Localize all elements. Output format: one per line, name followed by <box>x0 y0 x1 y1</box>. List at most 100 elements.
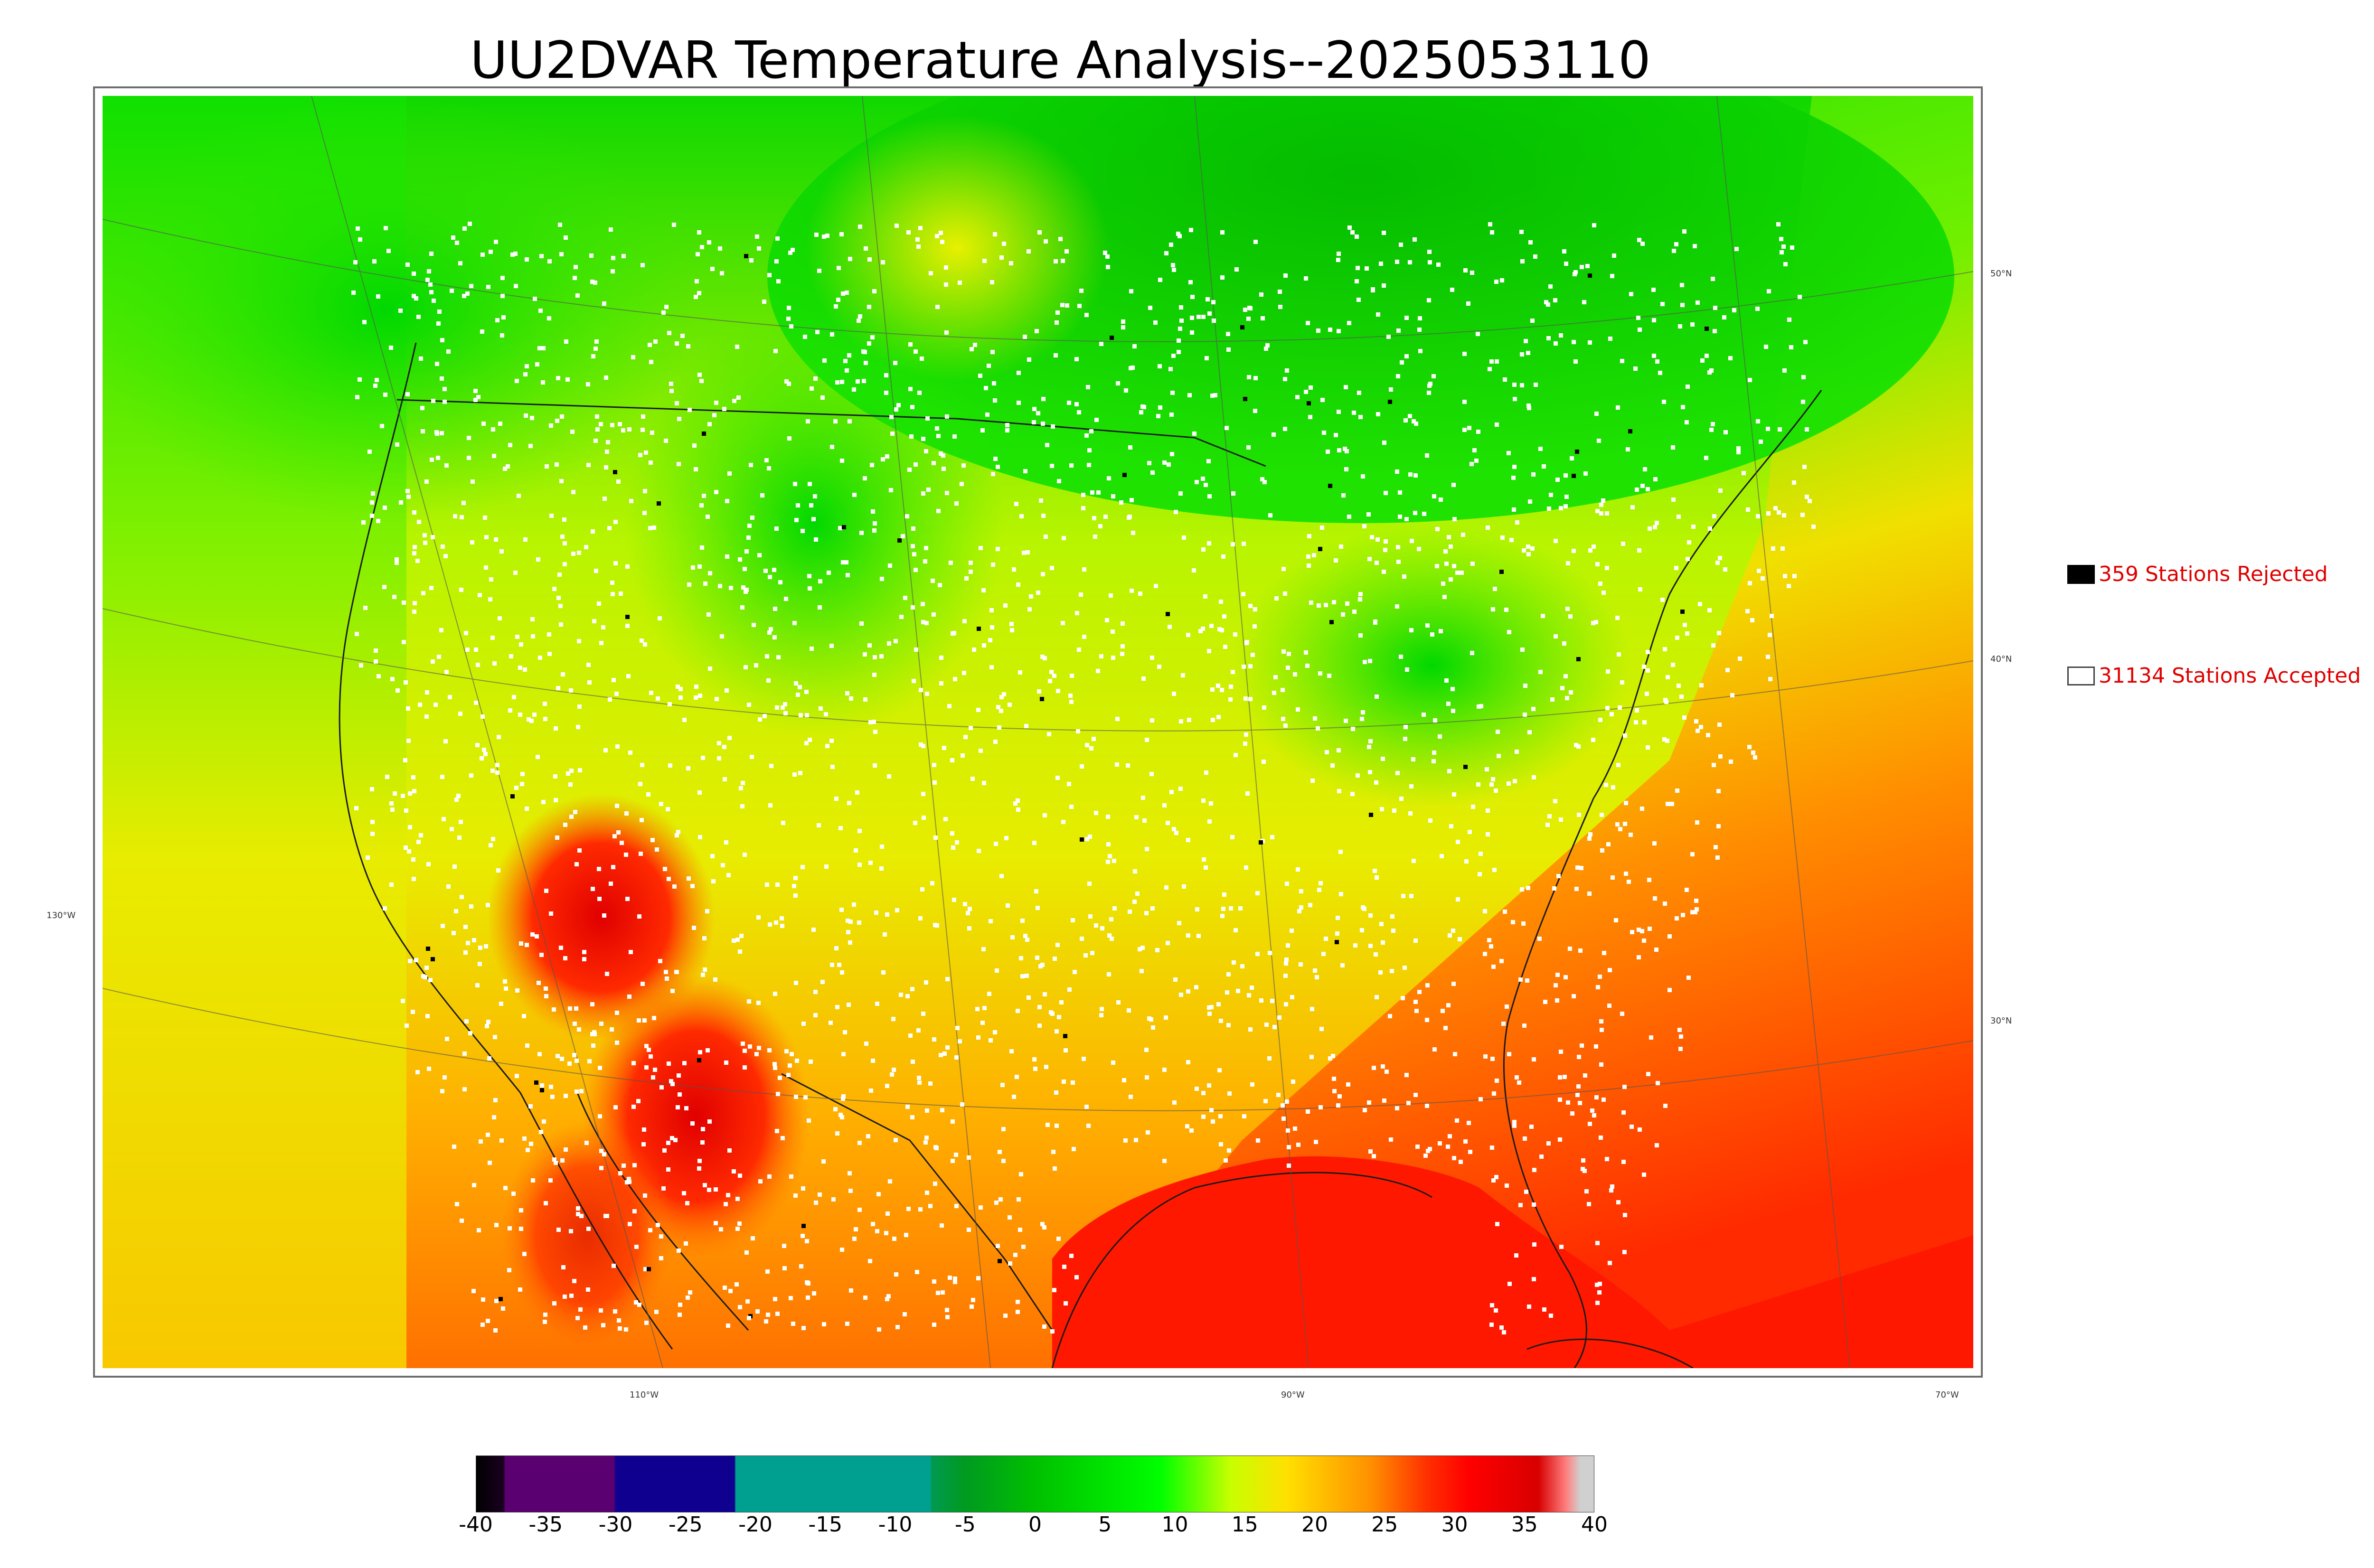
station-marker <box>789 1174 793 1179</box>
station-marker <box>1452 517 1457 521</box>
station-marker <box>1600 1028 1604 1032</box>
station-marker <box>1351 727 1355 731</box>
station-marker <box>479 1139 483 1144</box>
station-marker <box>951 1119 955 1124</box>
station-marker <box>1207 819 1212 824</box>
station-marker <box>909 434 914 439</box>
station-marker <box>486 1319 490 1323</box>
station-marker <box>1204 865 1208 870</box>
station-marker <box>1242 542 1246 546</box>
station-marker <box>1693 244 1697 248</box>
station-marker <box>1601 498 1605 503</box>
station-marker <box>1800 513 1805 517</box>
station-marker <box>818 1192 822 1197</box>
station-marker <box>1100 926 1104 930</box>
station-marker <box>921 1012 925 1016</box>
station-marker <box>565 377 570 382</box>
station-marker <box>1672 249 1676 253</box>
station-marker <box>708 571 712 575</box>
station-marker <box>452 1145 456 1149</box>
station-marker <box>620 841 624 845</box>
station-marker <box>1064 1301 1068 1305</box>
station-marker <box>1708 526 1712 531</box>
station-marker <box>1075 611 1079 615</box>
station-marker <box>924 980 928 985</box>
station-marker <box>1267 1056 1272 1061</box>
station-marker <box>1089 746 1093 751</box>
station-marker <box>995 968 999 973</box>
station-marker <box>710 267 715 271</box>
colorbar-tick: -15 <box>808 1512 843 1537</box>
station-marker <box>1345 601 1349 606</box>
station-marker <box>1515 750 1519 754</box>
station-marker <box>544 1201 548 1205</box>
station-marker <box>641 414 645 419</box>
station-marker <box>976 708 980 712</box>
station-marker <box>940 1108 944 1112</box>
station-marker <box>884 1231 888 1235</box>
station-marker <box>757 1046 761 1050</box>
station-marker <box>1074 402 1079 406</box>
station-marker <box>1696 300 1700 305</box>
station-marker <box>1441 1009 1445 1013</box>
station-marker <box>1611 785 1615 789</box>
station-marker <box>486 1020 490 1024</box>
station-marker <box>824 864 829 869</box>
station-marker <box>1293 672 1297 676</box>
station-marker <box>885 1084 889 1088</box>
station-marker <box>1581 1158 1585 1163</box>
station-marker <box>1491 965 1496 969</box>
station-marker <box>389 883 394 887</box>
station-marker <box>1704 456 1708 460</box>
station-marker <box>1455 571 1460 575</box>
station-marker <box>980 1021 985 1025</box>
station-marker <box>1690 910 1695 914</box>
station-marker <box>1514 1253 1518 1258</box>
station-marker <box>1327 674 1331 678</box>
station-marker <box>905 994 910 998</box>
station-marker <box>1115 717 1120 721</box>
station-marker <box>1145 1075 1149 1080</box>
station-marker <box>1572 340 1576 344</box>
station-marker <box>1523 713 1527 717</box>
station-marker <box>513 252 518 256</box>
station-marker <box>699 379 704 383</box>
lat-label-40n: 40°N <box>1990 654 2012 664</box>
station-marker <box>1805 495 1809 499</box>
station-marker <box>1318 547 1322 551</box>
temperature-map[interactable] <box>103 96 1973 1368</box>
station-marker <box>1316 329 1320 333</box>
station-marker <box>552 1301 556 1305</box>
station-marker <box>1638 328 1642 332</box>
station-marker <box>751 1236 755 1240</box>
station-marker <box>1648 526 1652 531</box>
station-marker <box>1652 354 1656 358</box>
station-marker <box>1413 1000 1418 1004</box>
station-marker <box>520 782 524 786</box>
station-marker <box>1375 561 1379 565</box>
station-marker <box>764 1319 768 1324</box>
station-marker <box>780 924 784 928</box>
station-marker <box>1057 1015 1061 1019</box>
station-marker <box>945 414 949 419</box>
station-marker <box>1185 1124 1189 1128</box>
station-marker <box>698 694 702 698</box>
station-marker <box>613 1309 617 1314</box>
station-marker <box>1564 674 1568 678</box>
station-marker <box>903 596 907 600</box>
station-marker <box>938 583 942 587</box>
station-marker <box>1209 1005 1214 1009</box>
station-marker <box>726 1324 730 1328</box>
station-marker <box>424 714 429 719</box>
station-marker <box>609 227 613 232</box>
station-marker <box>1759 440 1763 444</box>
station-marker <box>573 276 577 280</box>
station-marker <box>425 690 429 695</box>
station-marker <box>822 235 826 239</box>
station-marker <box>599 1166 603 1170</box>
station-marker <box>421 429 425 433</box>
station-marker <box>1285 368 1289 373</box>
station-marker <box>1368 913 1373 918</box>
station-marker <box>951 845 955 850</box>
station-marker <box>706 1048 710 1052</box>
